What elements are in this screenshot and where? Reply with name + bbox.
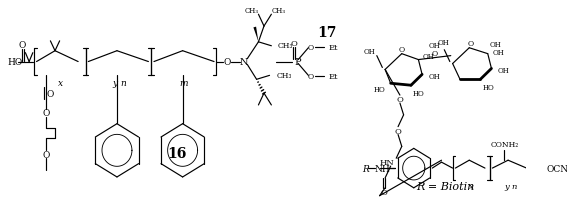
Text: 16: 16: [167, 146, 187, 161]
Text: OH: OH: [423, 52, 435, 60]
Text: HO: HO: [413, 90, 425, 98]
Text: O: O: [468, 40, 474, 48]
Text: O: O: [308, 73, 314, 81]
Text: O: O: [290, 40, 297, 48]
Text: O: O: [395, 127, 401, 135]
Text: y: y: [112, 78, 117, 87]
Text: O: O: [381, 188, 388, 196]
Text: O: O: [399, 45, 405, 53]
Text: OH: OH: [492, 48, 504, 57]
Text: O: O: [42, 150, 49, 159]
Text: HN: HN: [380, 158, 395, 166]
Text: O: O: [46, 89, 54, 98]
Text: O: O: [19, 41, 26, 50]
Text: CH₃: CH₃: [272, 7, 285, 15]
Text: R = Biotin: R = Biotin: [416, 181, 475, 191]
Text: OH: OH: [438, 39, 450, 47]
Text: CONH₂: CONH₂: [490, 141, 518, 149]
Text: CH₃: CH₃: [244, 7, 259, 15]
Text: n: n: [512, 182, 517, 190]
Text: OH: OH: [429, 42, 441, 50]
Text: O: O: [308, 43, 314, 51]
Polygon shape: [253, 28, 259, 43]
Text: 17: 17: [317, 26, 337, 40]
Text: x: x: [58, 78, 63, 87]
Text: CH₃: CH₃: [277, 72, 293, 80]
Text: Et: Et: [329, 43, 338, 51]
Text: HO: HO: [373, 86, 385, 94]
Text: n: n: [120, 78, 126, 87]
Text: O: O: [223, 58, 231, 67]
Text: OCN: OCN: [547, 164, 567, 173]
Text: NH: NH: [374, 164, 390, 173]
Text: m: m: [179, 78, 188, 87]
Text: x: x: [469, 182, 473, 190]
Text: OH: OH: [429, 73, 441, 81]
Text: OH: OH: [498, 67, 510, 75]
Text: O: O: [42, 109, 49, 118]
Text: N: N: [239, 57, 248, 66]
Text: CH₃: CH₃: [278, 42, 293, 50]
Text: R: R: [362, 164, 369, 173]
Text: O: O: [431, 49, 438, 57]
Text: O: O: [396, 95, 403, 103]
Text: OH: OH: [363, 48, 375, 55]
Text: HO: HO: [482, 84, 494, 92]
Text: OH: OH: [489, 41, 501, 49]
Text: Et: Et: [329, 73, 338, 81]
Text: y: y: [505, 182, 510, 190]
Text: P: P: [294, 58, 301, 67]
Text: HO: HO: [8, 58, 23, 67]
